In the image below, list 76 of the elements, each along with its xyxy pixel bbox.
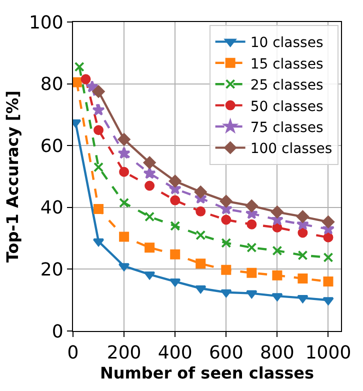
point <box>221 264 232 275</box>
point <box>94 162 104 172</box>
y-tick-label: 40 <box>40 198 64 219</box>
point <box>119 198 130 208</box>
legend-label: 15 classes <box>250 56 324 72</box>
point <box>74 62 84 72</box>
point <box>144 212 155 222</box>
point <box>92 85 105 98</box>
point <box>170 195 180 206</box>
point <box>144 242 155 253</box>
y-tick-label: 0 <box>52 321 64 342</box>
x-axis-title: Number of seen classes <box>100 364 314 383</box>
point <box>119 166 130 177</box>
point <box>80 74 91 84</box>
y-tick-label: 60 <box>40 136 64 157</box>
point <box>220 195 232 208</box>
point <box>118 263 130 272</box>
point <box>323 232 334 242</box>
point <box>118 146 130 159</box>
point <box>272 293 283 302</box>
point <box>246 242 257 253</box>
x-tick-label: 800 <box>260 342 294 364</box>
point <box>168 174 182 188</box>
point <box>170 220 180 231</box>
point <box>170 249 180 260</box>
point <box>322 216 334 228</box>
x-tick-label: 1000 <box>305 342 352 364</box>
point <box>73 77 82 88</box>
point <box>272 270 282 280</box>
point <box>270 206 284 218</box>
point <box>323 276 334 287</box>
legend-label: 100 classes <box>250 141 332 158</box>
x-tick-label: 200 <box>106 342 142 364</box>
point <box>195 285 206 294</box>
point <box>94 125 104 136</box>
point <box>298 273 308 284</box>
y-tick-label: 20 <box>40 260 64 280</box>
point <box>322 297 334 306</box>
point <box>220 289 232 298</box>
x-tick-label: 600 <box>208 342 244 364</box>
point <box>246 219 257 230</box>
point <box>298 228 308 238</box>
point <box>92 238 104 246</box>
legend-label: 75 classes <box>250 120 324 136</box>
point <box>144 180 155 191</box>
point <box>196 230 206 240</box>
point <box>221 238 232 248</box>
point <box>92 103 105 116</box>
point <box>246 290 258 298</box>
x-tick-label: 0 <box>67 342 79 364</box>
x-tick-label: 400 <box>158 342 192 364</box>
point <box>118 133 130 146</box>
point <box>272 246 282 256</box>
point <box>297 294 308 303</box>
point <box>169 278 181 287</box>
legend-label: 50 classes <box>250 98 324 115</box>
point <box>144 271 156 280</box>
y-tick-label: 80 <box>40 74 64 96</box>
point <box>194 186 207 198</box>
point <box>196 206 206 216</box>
point <box>298 250 308 260</box>
point <box>272 222 282 232</box>
point <box>296 210 309 223</box>
point <box>323 252 334 262</box>
point <box>196 258 206 269</box>
y-tick-label: 100 <box>28 12 64 34</box>
point <box>119 232 130 242</box>
point <box>94 204 104 214</box>
point <box>246 268 257 278</box>
point <box>245 200 258 212</box>
y-axis-title: Top-1 Accuracy [%] <box>2 90 22 263</box>
point <box>143 166 156 179</box>
legend-label: 25 classes <box>250 78 324 94</box>
legend-label: 10 classes <box>250 35 324 52</box>
point <box>221 214 232 225</box>
point <box>143 156 156 169</box>
